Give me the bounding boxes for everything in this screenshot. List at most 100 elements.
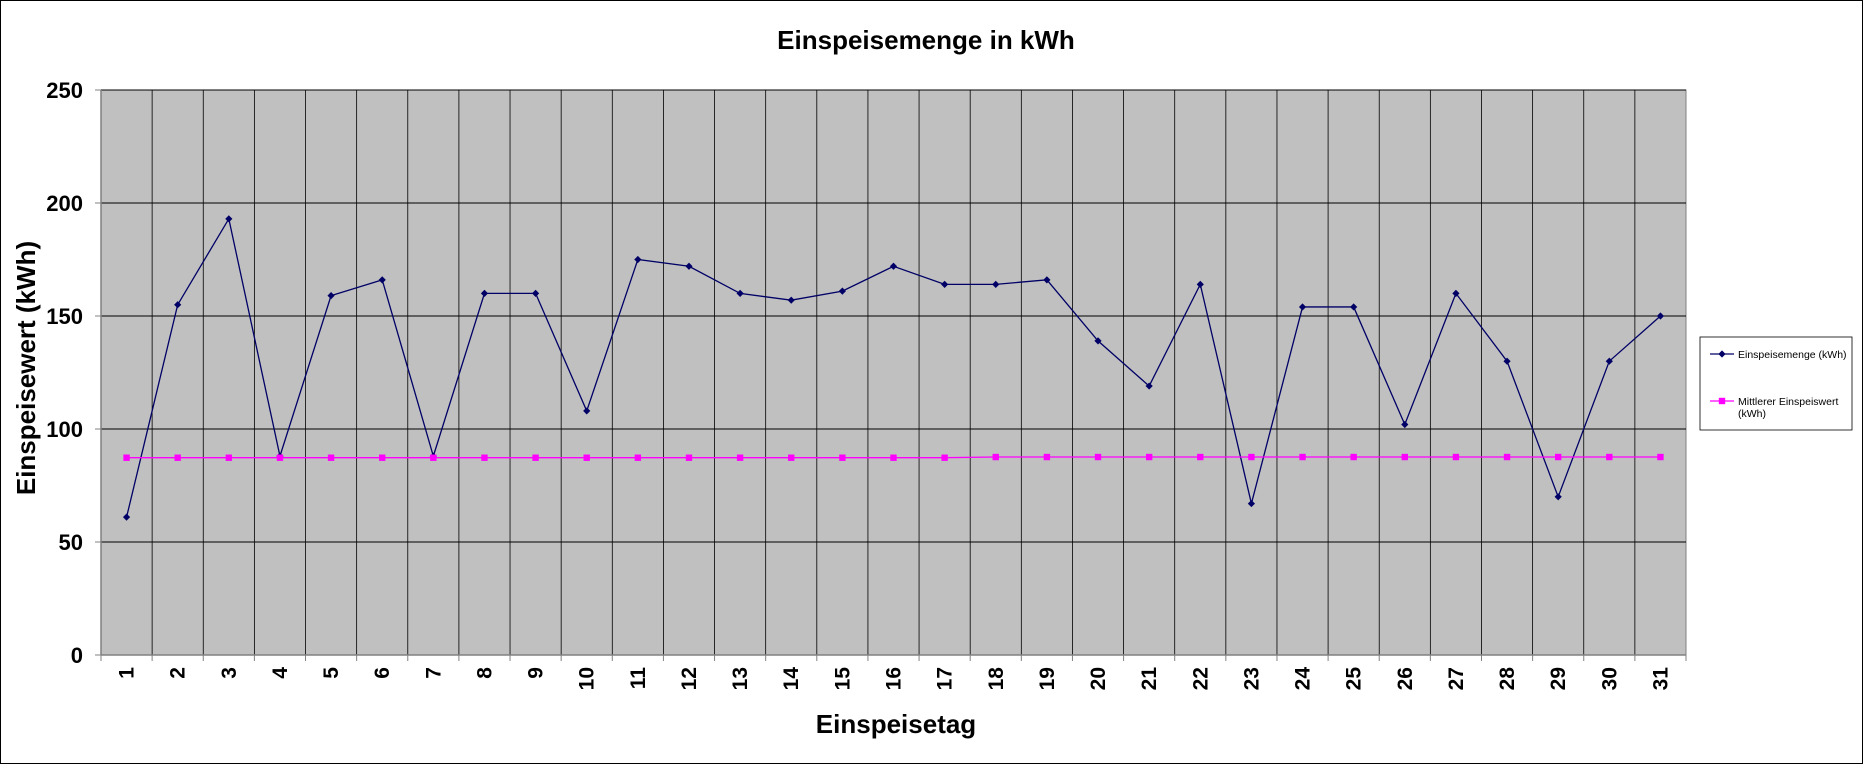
x-tick-label: 14 bbox=[780, 667, 803, 691]
data-point bbox=[787, 296, 795, 304]
data-point bbox=[1298, 303, 1307, 311]
data-point bbox=[992, 453, 999, 461]
data-point bbox=[1043, 453, 1051, 461]
data-point bbox=[1197, 453, 1204, 461]
x-tick-label: 27 bbox=[1445, 667, 1468, 690]
legend-swatch-marker bbox=[1718, 397, 1726, 405]
data-point bbox=[430, 454, 437, 461]
data-point bbox=[1503, 357, 1511, 365]
legend-box bbox=[1699, 336, 1853, 431]
data-point bbox=[1350, 303, 1358, 311]
x-tick-label: 30 bbox=[1598, 667, 1621, 690]
data-point bbox=[992, 280, 1000, 288]
y-axis-ticks: 0 50 100 150 200 250 bbox=[46, 78, 101, 668]
legend-label: Einspeisemenge (kWh) bbox=[1738, 349, 1847, 361]
data-point bbox=[327, 292, 335, 300]
data-point bbox=[839, 454, 846, 461]
data-point bbox=[481, 454, 488, 461]
legend-label: Mittlerer Einspeiswert bbox=[1738, 396, 1838, 408]
data-point bbox=[583, 407, 591, 415]
x-tick-label: 20 bbox=[1087, 667, 1110, 690]
data-point bbox=[1401, 420, 1409, 429]
x-tick-label: 25 bbox=[1343, 667, 1366, 691]
data-point bbox=[1554, 453, 1562, 461]
data-point bbox=[1094, 453, 1102, 461]
data-point bbox=[634, 454, 642, 461]
data-point bbox=[1554, 493, 1562, 501]
x-tick-label: 23 bbox=[1240, 667, 1263, 690]
x-tick-label: 7 bbox=[422, 667, 445, 679]
x-tick-label: 19 bbox=[1036, 667, 1059, 690]
x-tick-label: 4 bbox=[269, 667, 292, 679]
y-tick-label: 100 bbox=[46, 417, 83, 442]
x-tick-label: 21 bbox=[1138, 667, 1161, 691]
data-point bbox=[225, 454, 233, 461]
data-point bbox=[1145, 382, 1153, 390]
legend-swatch-marker bbox=[1718, 350, 1726, 358]
data-point bbox=[379, 454, 386, 461]
legend: Einspeisemenge (kWh) Mittlerer Einspeiswe… bbox=[1699, 336, 1853, 431]
data-point bbox=[941, 454, 948, 461]
data-point bbox=[123, 454, 130, 461]
data-point bbox=[889, 262, 898, 270]
data-point bbox=[1605, 357, 1613, 365]
x-axis-label: Einspeisetag bbox=[816, 709, 976, 739]
x-tick-label: 3 bbox=[218, 667, 241, 679]
series-2 bbox=[123, 453, 1664, 461]
data-point bbox=[1452, 289, 1460, 297]
data-point bbox=[531, 289, 540, 297]
data-point bbox=[327, 454, 335, 461]
y-tick-label: 250 bbox=[46, 78, 83, 103]
data-point bbox=[838, 287, 846, 295]
legend-label: (kWh) bbox=[1738, 408, 1766, 420]
plot-background bbox=[100, 89, 1687, 656]
data-point bbox=[736, 454, 744, 461]
x-tick-label: 10 bbox=[576, 667, 599, 690]
x-tick-label: 31 bbox=[1649, 667, 1672, 691]
data-point bbox=[583, 454, 590, 461]
x-tick-label: 18 bbox=[985, 667, 1008, 691]
y-axis-label: Einspeisewert (kWh) bbox=[11, 241, 41, 495]
data-point bbox=[1247, 499, 1256, 508]
data-point bbox=[1656, 312, 1665, 320]
legend-entry: Mittlerer Einspeiswert(kWh) bbox=[1710, 396, 1838, 420]
x-tick-label: 15 bbox=[831, 667, 854, 691]
x-tick-label: 26 bbox=[1394, 667, 1417, 690]
data-point bbox=[122, 513, 131, 521]
x-tick-label: 1 bbox=[116, 667, 139, 679]
x-tick-label: 17 bbox=[934, 667, 957, 690]
legend-entry: Einspeisemenge (kWh) bbox=[1710, 349, 1847, 361]
data-point bbox=[378, 276, 386, 284]
plot-area bbox=[100, 89, 1687, 656]
data-point bbox=[1196, 280, 1204, 288]
data-point bbox=[1043, 276, 1051, 284]
x-tick-label: 2 bbox=[167, 667, 190, 679]
data-point bbox=[225, 215, 233, 223]
data-point bbox=[634, 255, 642, 264]
x-tick-label: 28 bbox=[1496, 667, 1519, 691]
data-point bbox=[941, 280, 949, 288]
y-tick-label: 150 bbox=[46, 304, 83, 329]
x-tick-label: 24 bbox=[1292, 667, 1315, 691]
x-tick-label: 9 bbox=[525, 667, 548, 679]
x-tick-label: 11 bbox=[627, 667, 650, 690]
data-point bbox=[1350, 453, 1357, 461]
data-point bbox=[174, 454, 181, 461]
x-tick-label: 13 bbox=[729, 667, 752, 690]
data-point bbox=[1401, 453, 1408, 461]
data-point bbox=[1145, 453, 1153, 461]
x-tick-label: 6 bbox=[371, 667, 394, 679]
data-point bbox=[174, 301, 182, 309]
data-point bbox=[1094, 337, 1102, 345]
data-point bbox=[1299, 453, 1306, 461]
y-tick-label: 200 bbox=[46, 191, 83, 216]
data-point bbox=[1606, 453, 1613, 461]
data-point bbox=[1248, 453, 1255, 461]
x-tick-label: 29 bbox=[1547, 667, 1570, 690]
y-tick-label: 0 bbox=[71, 643, 83, 668]
data-point bbox=[736, 289, 744, 297]
series-group bbox=[122, 215, 1665, 521]
x-tick-label: 5 bbox=[320, 667, 343, 679]
